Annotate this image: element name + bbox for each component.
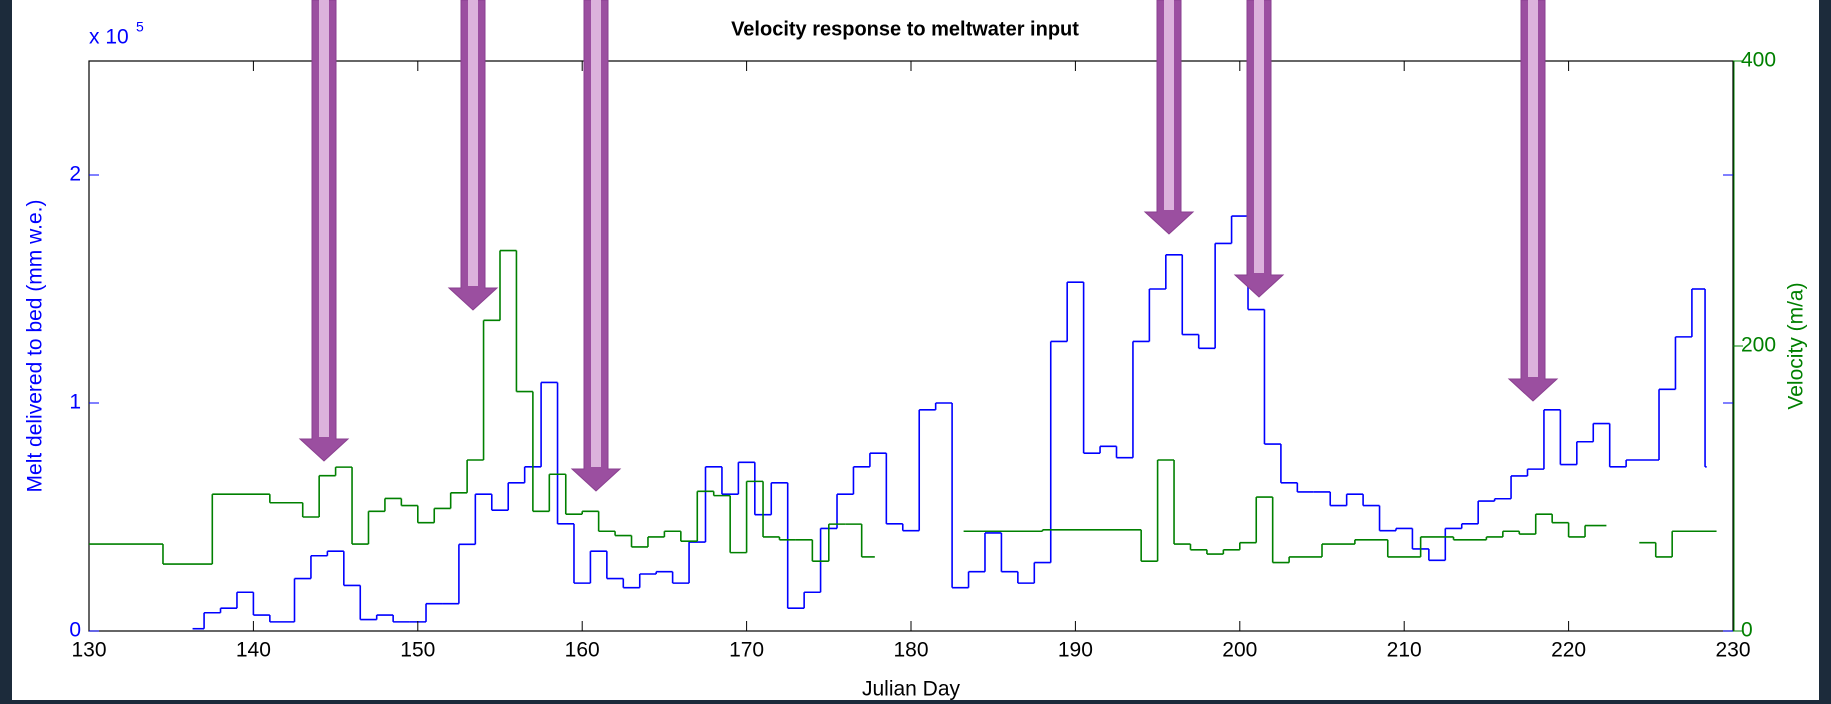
x-tick-label: 140 <box>236 639 271 662</box>
arrow-highlight <box>1164 0 1174 210</box>
x-tick-label: 210 <box>1387 639 1422 662</box>
x-tick-label: 190 <box>1058 639 1093 662</box>
y2-tick-label: 200 <box>1741 334 1776 357</box>
arrow-highlight <box>468 0 478 286</box>
arrow-highlight <box>591 0 601 467</box>
x-tick-label: 200 <box>1222 639 1257 662</box>
y-multiplier: x 10 <box>89 26 129 49</box>
series-layer <box>89 215 1717 630</box>
y-axis-label: Melt delivered to bed (mm w.e.) <box>24 200 47 493</box>
y2-axis-label: Velocity (m/a) <box>1785 282 1808 409</box>
chart-title: Velocity response to meltwater input <box>731 18 1079 40</box>
x-tick-label: 160 <box>565 639 600 662</box>
arrow-highlight <box>319 0 329 437</box>
y-multiplier-exponent: 5 <box>136 19 144 35</box>
y-tick-label: 2 <box>69 163 81 186</box>
x-tick-label: 220 <box>1551 639 1586 662</box>
x-tick-label: 230 <box>1715 639 1750 662</box>
y2-tick-label: 0 <box>1741 619 1753 642</box>
x-tick-label: 170 <box>729 639 764 662</box>
y2-tick-label: 400 <box>1741 49 1776 72</box>
y-tick-label: 0 <box>69 619 81 642</box>
arrow-highlight <box>1254 0 1264 273</box>
x-tick-label: 150 <box>400 639 435 662</box>
plot-area <box>88 60 1734 632</box>
x-axis-label: Julian Day <box>862 678 961 701</box>
x-tick-label: 130 <box>71 639 106 662</box>
arrow-highlight <box>1528 0 1538 377</box>
x-tick-label: 180 <box>893 639 928 662</box>
annotation-arrows <box>298 0 1559 492</box>
y-tick-label: 1 <box>69 391 81 414</box>
